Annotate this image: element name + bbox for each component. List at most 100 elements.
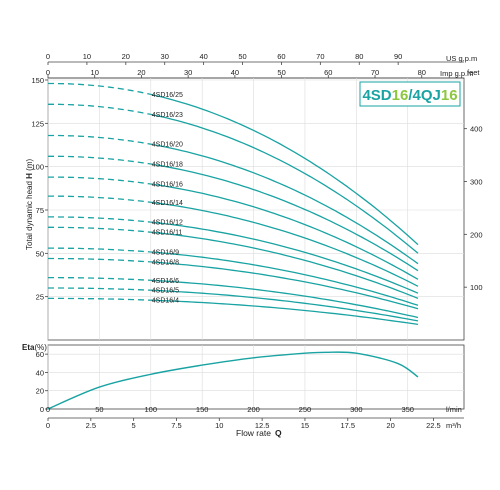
curve-label-4SD16/11: 4SD16/11 — [152, 230, 183, 237]
lmin-tick-label: 300 — [350, 405, 363, 414]
usgpm-tick-label: 50 — [238, 52, 246, 61]
usgpm-tick-label: 10 — [83, 52, 91, 61]
curve-label-4SD16/23: 4SD16/23 — [152, 112, 183, 119]
curve-label-4SD16/9: 4SD16/9 — [152, 250, 179, 257]
usgpm-tick-label: 0 — [46, 52, 50, 61]
curve-label-4SD16/25: 4SD16/25 — [152, 92, 183, 99]
curve-solid-4SD16/8 — [150, 261, 419, 310]
top-axis-impgpm: Imp g.p.m 0 10 20 30 40 50 60 70 80 — [46, 68, 473, 79]
curve-solid-4SD16/14 — [150, 201, 419, 287]
curve-label-4SD16/8: 4SD16/8 — [152, 259, 179, 266]
curve-solid-4SD16/20 — [150, 143, 419, 265]
m3h-tick-label: 15 — [301, 421, 309, 430]
head-ytick-label: 150 — [31, 76, 44, 85]
curve-dashed-4SD16/14 — [48, 195, 151, 203]
curve-dashed-4SD16/18 — [48, 155, 151, 165]
curve-dashed-4SD16/5 — [48, 287, 151, 291]
eta-plot-frame — [47, 344, 465, 410]
curve-solid-4SD16/25 — [150, 93, 419, 246]
curve-solid-4SD16/4 — [150, 299, 419, 326]
head-y-axis-label: Total dynamic head H (m) — [25, 159, 34, 250]
feet-ytick-label: 200 — [470, 230, 483, 239]
curve-dashed-4SD16/6 — [48, 276, 151, 281]
curve-dashed-4SD16/8 — [48, 257, 151, 263]
curve-solid-4SD16/16 — [150, 183, 419, 280]
title-box: 4SD16/4QJ16 — [359, 81, 461, 107]
eta-ytick-label: 0 — [40, 405, 44, 414]
lmin-unit-label: l/min — [446, 405, 462, 414]
eta-ytick-label: 60 — [36, 350, 44, 359]
curve-label-4SD16/18: 4SD16/18 — [152, 162, 183, 169]
lmin-tick-label: 200 — [247, 405, 260, 414]
lmin-tick-label: 0 — [46, 405, 50, 414]
feet-axis-label: feet — [467, 68, 480, 77]
curve-dashed-4SD16/4 — [48, 297, 151, 301]
impgpm-tick-label: 80 — [418, 68, 426, 77]
feet-ytick-label: 400 — [470, 125, 483, 134]
top-axis-usgpm: US g.p.m 0 10 20 30 40 50 60 70 80 90 — [46, 52, 477, 65]
curve-label-4SD16/5: 4SD16/5 — [152, 288, 179, 295]
eta-ytick-label: 20 — [36, 387, 44, 396]
eta-ytick-label: 40 — [36, 368, 44, 377]
curve-dashed-4SD16/11 — [48, 226, 151, 233]
impgpm-tick-label: 30 — [184, 68, 192, 77]
impgpm-unit-label: Imp g.p.m — [440, 69, 473, 78]
curve-solid-4SD16/5 — [150, 289, 419, 322]
bottom-axis-lmin: 0 50 100 150 200 250 300 350 l/min — [46, 405, 462, 414]
curve-label-4SD16/20: 4SD16/20 — [152, 142, 183, 149]
curve-solid-4SD16/6 — [150, 279, 419, 319]
curve-label-4SD16/14: 4SD16/14 — [152, 200, 183, 207]
m3h-tick-label: 5 — [132, 421, 136, 430]
impgpm-tick-label: 20 — [137, 68, 145, 77]
usgpm-tick-label: 40 — [199, 52, 207, 61]
curve-solid-4SD16/23 — [150, 113, 419, 254]
m3h-tick-label: 0 — [46, 421, 50, 430]
m3h-tick-label: 12.5 — [255, 421, 270, 430]
curve-dashed-4SD16/20 — [48, 134, 151, 145]
usgpm-tick-label: 70 — [316, 52, 324, 61]
curve-dashed-4SD16/16 — [48, 176, 151, 185]
head-ytick-label: 125 — [31, 119, 44, 128]
usgpm-unit-label: US g.p.m — [446, 54, 477, 63]
m3h-unit-label: m³/h — [446, 421, 461, 430]
curve-dashed-4SD16/25 — [48, 82, 151, 96]
lmin-tick-label: 50 — [95, 405, 103, 414]
impgpm-tick-label: 40 — [231, 68, 239, 77]
m3h-tick-label: 7.5 — [171, 421, 181, 430]
lmin-tick-label: 100 — [145, 405, 158, 414]
m3h-tick-label: 10 — [215, 421, 223, 430]
head-ytick-label: 100 — [31, 163, 44, 172]
curve-dashed-4SD16/23 — [48, 103, 151, 116]
lmin-tick-label: 350 — [401, 405, 414, 414]
lmin-tick-label: 150 — [196, 405, 209, 414]
m3h-tick-label: 22.5 — [426, 421, 441, 430]
lmin-tick-label: 250 — [299, 405, 312, 414]
impgpm-tick-label: 10 — [91, 68, 99, 77]
curve-solid-4SD16/9 — [150, 251, 419, 306]
usgpm-tick-label: 90 — [394, 52, 402, 61]
curve-solid-4SD16/12 — [150, 221, 419, 294]
head-ytick-label: 25 — [36, 293, 44, 302]
head-ytick-label: 75 — [36, 206, 44, 215]
curve-dashed-4SD16/9 — [48, 247, 151, 253]
m3h-tick-label: 2.5 — [86, 421, 96, 430]
curve-label-4SD16/12: 4SD16/12 — [152, 220, 183, 227]
curve-label-4SD16/4: 4SD16/4 — [152, 298, 179, 305]
eta-axis-label: Eta(%) — [22, 343, 47, 352]
chart-title: 4SD16/4QJ16 — [362, 87, 457, 104]
curve-label-4SD16/16: 4SD16/16 — [152, 182, 183, 189]
head-ytick-label: 50 — [36, 249, 44, 258]
curve-solid-4SD16/11 — [150, 231, 419, 300]
impgpm-tick-label: 50 — [277, 68, 285, 77]
feet-ytick-label: 100 — [470, 283, 483, 292]
usgpm-tick-label: 60 — [277, 52, 285, 61]
x-axis-label: Flow rate Q — [236, 428, 282, 438]
m3h-tick-label: 17.5 — [340, 421, 355, 430]
curve-solid-4SD16/18 — [150, 163, 419, 272]
usgpm-tick-label: 80 — [355, 52, 363, 61]
usgpm-tick-label: 20 — [122, 52, 130, 61]
impgpm-tick-label: 0 — [46, 68, 50, 77]
